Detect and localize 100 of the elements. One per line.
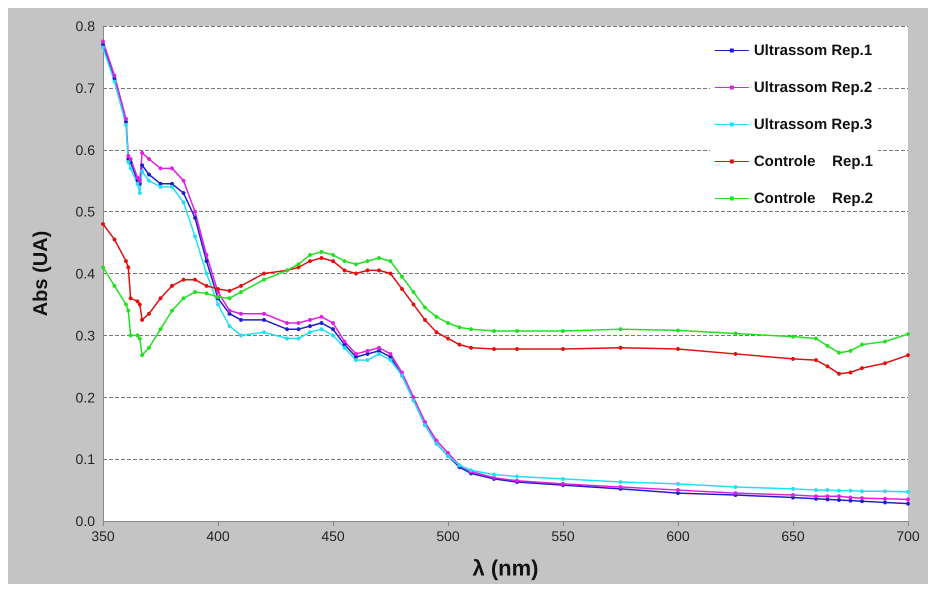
point [883,340,887,344]
point [423,306,427,310]
point [308,252,312,257]
point [285,336,289,340]
point [228,324,232,328]
point [906,353,910,358]
point [147,346,151,350]
point [320,314,324,319]
point [814,494,818,498]
point [193,216,197,220]
point [331,333,335,338]
point [158,296,162,300]
point [128,166,133,170]
point [377,352,381,356]
point [204,252,208,257]
x-axis-title: λ (nm) [472,556,538,580]
point [366,268,370,272]
point [128,333,133,338]
point [561,329,565,334]
point [354,272,358,276]
point [791,493,795,498]
point [377,346,381,350]
point [296,327,300,332]
y-tick-label: 0.7 [76,80,96,96]
point [101,222,105,226]
point [791,334,795,339]
point [366,259,370,264]
point [906,502,910,506]
y-tick-label: 0.3 [76,327,96,344]
point [676,482,680,486]
x-tick-label: 600 [666,528,690,544]
point [262,278,266,282]
point [320,256,324,260]
point [182,296,186,300]
point [676,488,680,492]
point [140,163,144,168]
x-tick-label: 550 [551,528,575,544]
point [618,327,622,332]
point [170,284,174,288]
point [193,290,197,294]
point [400,274,404,279]
legend-label: Ultrassom Rep.2 [754,79,872,96]
point [239,333,243,338]
point [158,184,162,189]
point [158,166,162,170]
point [138,302,142,306]
point [124,302,128,306]
point [906,490,910,494]
point [285,327,289,332]
point [458,325,462,330]
point [140,169,144,174]
point [331,327,335,332]
x-tick-label: 650 [781,528,805,544]
point [515,474,519,478]
point [434,314,438,319]
legend-label: Controle Rep.2 [754,190,874,207]
point [320,327,324,332]
y-tick-label: 0.8 [76,18,96,34]
point [561,476,565,481]
point [837,498,841,502]
point [492,329,496,334]
point [262,318,266,322]
legend-label: Controle Rep.1 [754,153,874,170]
point [826,364,830,368]
point [228,288,232,293]
point [138,191,142,196]
point [182,278,186,282]
point [147,172,151,176]
point [492,346,496,351]
x-tick-label: 450 [321,528,345,544]
point [140,150,144,155]
y-tick-label: 0.0 [76,513,96,529]
point [515,346,519,351]
point [814,358,818,362]
point [837,372,841,376]
point [138,336,142,340]
point [308,330,312,334]
point [354,352,358,356]
point [140,353,144,358]
point [400,286,404,291]
point [170,166,174,170]
point [837,350,841,355]
point [848,370,852,374]
point [216,286,220,291]
point [182,178,186,183]
point [147,312,151,316]
point [734,332,738,336]
point [434,330,438,334]
point [296,336,300,340]
point [366,348,370,353]
point [446,336,450,340]
y-tick-label: 0.1 [76,451,96,468]
point [124,116,128,121]
point [388,352,392,356]
point [128,157,133,162]
point [860,489,864,494]
point [906,497,910,502]
point [204,284,208,288]
point [826,497,830,502]
point [860,366,864,370]
